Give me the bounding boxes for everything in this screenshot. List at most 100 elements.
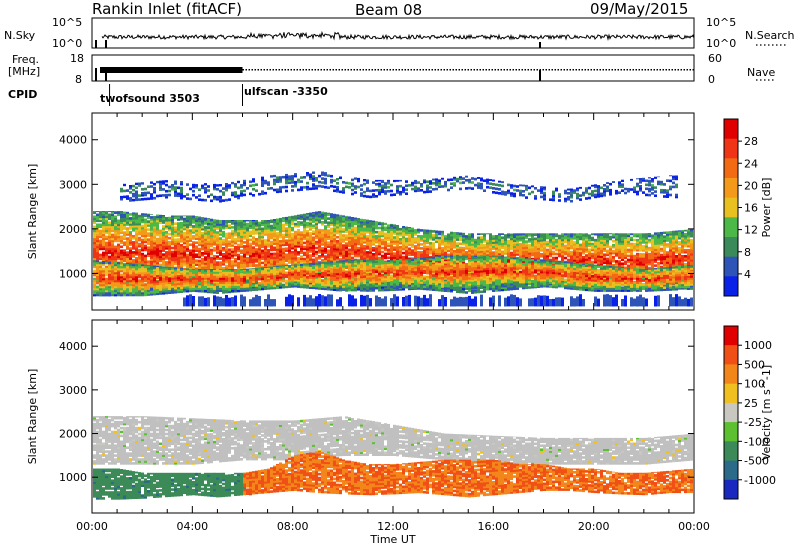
data-cell bbox=[111, 227, 114, 231]
data-cell bbox=[225, 289, 228, 292]
data-cell bbox=[168, 267, 171, 270]
data-cell bbox=[159, 249, 162, 253]
data-cell bbox=[192, 193, 195, 197]
data-cell bbox=[159, 184, 162, 187]
freq-sample bbox=[500, 69, 502, 71]
data-cell bbox=[153, 190, 156, 194]
data-cell bbox=[171, 242, 174, 246]
data-cell bbox=[147, 265, 150, 266]
data-cell bbox=[126, 283, 129, 287]
data-cell bbox=[159, 188, 162, 191]
data-cell bbox=[192, 227, 195, 230]
data-cell bbox=[126, 253, 129, 256]
data-cell bbox=[135, 230, 138, 234]
data-cell bbox=[138, 194, 141, 197]
data-cell bbox=[366, 294, 369, 307]
data-cell bbox=[177, 270, 180, 274]
data-cell bbox=[291, 285, 294, 288]
data-cell bbox=[273, 276, 276, 280]
data-cell bbox=[258, 251, 261, 255]
data-cell bbox=[243, 179, 246, 183]
data-cell bbox=[171, 254, 174, 258]
data-cell bbox=[135, 287, 138, 291]
data-cell bbox=[129, 263, 132, 265]
freq-sample bbox=[620, 69, 622, 71]
data-cell bbox=[285, 173, 288, 177]
data-cell bbox=[261, 253, 264, 257]
data-cell bbox=[210, 282, 213, 286]
data-cell bbox=[306, 187, 309, 191]
data-cell bbox=[246, 228, 249, 232]
data-cell bbox=[288, 267, 291, 270]
freq-sample bbox=[344, 69, 346, 71]
data-cell bbox=[99, 211, 102, 215]
data-cell bbox=[147, 185, 150, 188]
data-cell bbox=[111, 289, 114, 293]
data-cell bbox=[153, 229, 156, 233]
data-cell bbox=[228, 236, 231, 239]
data-cell bbox=[162, 263, 165, 266]
data-cell bbox=[120, 187, 123, 191]
data-cell bbox=[279, 227, 282, 231]
data-cell bbox=[261, 257, 264, 261]
data-cell bbox=[318, 267, 321, 270]
data-cell bbox=[138, 273, 141, 277]
data-cell bbox=[216, 223, 219, 226]
data-cell bbox=[177, 272, 180, 276]
data-cell bbox=[111, 239, 114, 243]
data-cell bbox=[318, 228, 321, 232]
data-cell bbox=[252, 260, 255, 263]
data-cell bbox=[237, 265, 240, 269]
data-cell bbox=[150, 214, 153, 215]
data-cell bbox=[252, 220, 255, 221]
data-cell bbox=[120, 215, 123, 218]
data-cell bbox=[291, 268, 294, 272]
data-cell bbox=[201, 198, 204, 202]
data-cell bbox=[93, 291, 96, 295]
data-cell bbox=[123, 263, 126, 267]
data-cell bbox=[120, 285, 123, 289]
data-cell bbox=[270, 240, 273, 244]
data-cell bbox=[201, 269, 204, 272]
data-cell bbox=[309, 173, 312, 177]
data-cell bbox=[318, 214, 321, 218]
data-cell bbox=[354, 298, 357, 307]
data-cell bbox=[309, 295, 312, 307]
data-cell bbox=[126, 215, 129, 218]
data-cell bbox=[288, 237, 291, 240]
data-cell bbox=[219, 281, 222, 284]
data-cell bbox=[234, 279, 237, 282]
data-cell bbox=[207, 244, 210, 247]
data-cell bbox=[300, 251, 303, 254]
data-cell bbox=[369, 272, 372, 276]
data-cell bbox=[297, 251, 300, 254]
data-cell bbox=[123, 227, 126, 230]
data-cell bbox=[192, 273, 195, 276]
data-cell bbox=[102, 237, 105, 241]
data-cell bbox=[318, 242, 321, 246]
data-cell bbox=[216, 233, 219, 236]
data-cell bbox=[315, 232, 318, 236]
data-cell bbox=[240, 279, 243, 282]
data-cell bbox=[318, 234, 321, 238]
data-cell bbox=[318, 287, 321, 290]
data-cell bbox=[177, 286, 180, 290]
data-cell bbox=[213, 237, 216, 240]
data-cell bbox=[291, 272, 294, 276]
data-cell bbox=[96, 245, 99, 249]
data-cell bbox=[261, 251, 264, 255]
data-cell bbox=[231, 271, 234, 274]
data-cell bbox=[117, 279, 120, 283]
data-cell bbox=[351, 278, 354, 282]
data-cell bbox=[243, 296, 246, 307]
data-cell bbox=[315, 262, 318, 266]
freq-sample bbox=[293, 69, 295, 71]
data-cell bbox=[210, 220, 213, 224]
data-cell bbox=[288, 233, 291, 236]
data-cell bbox=[237, 221, 240, 225]
freq-sample bbox=[539, 69, 541, 71]
data-cell bbox=[249, 248, 252, 252]
freq-sample bbox=[248, 69, 250, 71]
data-cell bbox=[303, 263, 306, 265]
data-cell bbox=[177, 276, 180, 280]
